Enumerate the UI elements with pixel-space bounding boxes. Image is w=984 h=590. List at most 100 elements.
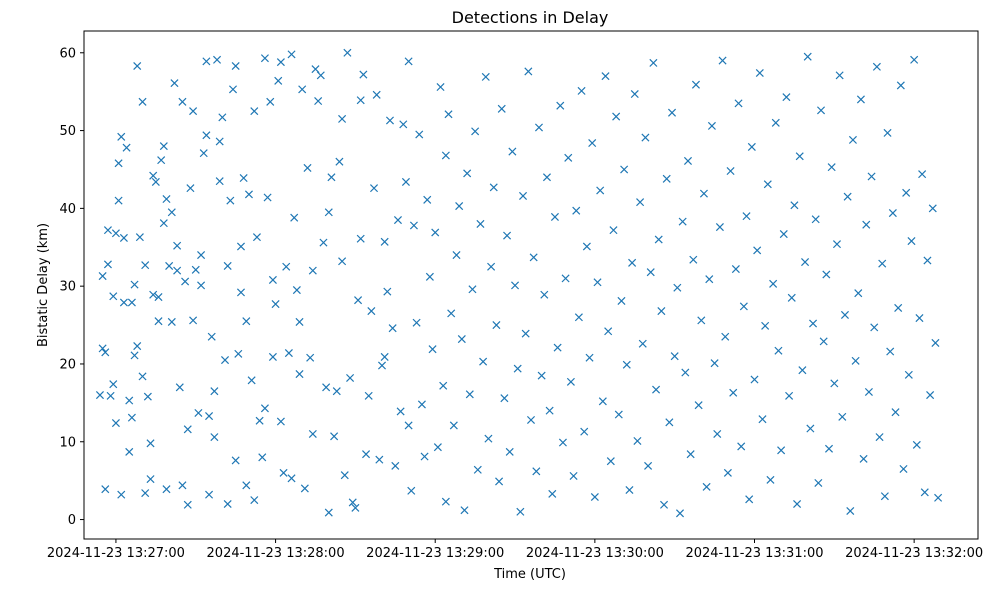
data-point [721,332,730,341]
data-point [476,219,485,228]
data-point [308,266,317,275]
data-point [103,260,112,269]
data-point [170,79,179,88]
data-point [388,324,397,333]
data-point [699,189,708,198]
data-point [268,275,277,284]
data-point [516,507,525,516]
data-point [910,55,919,64]
data-point [609,226,618,235]
data-point [920,488,929,497]
data-point [894,303,903,312]
data-point [343,48,352,57]
data-point [330,432,339,441]
data-point [130,351,139,360]
data-point [356,234,365,243]
data-point [681,368,690,377]
data-point [566,377,575,386]
data-point [284,349,293,358]
data-point [526,415,536,424]
data-point [213,55,222,64]
data-point [532,467,541,476]
data-point [862,220,871,229]
data-point [127,413,136,422]
data-point [926,391,935,400]
data-point [125,396,134,405]
data-point [143,392,152,401]
data-point [207,332,216,341]
data-point [369,184,379,193]
data-point [755,68,764,78]
data-point [101,485,110,494]
data-point [902,188,911,197]
data-point [601,72,610,81]
data-point [729,388,738,397]
data-point [95,391,104,400]
data-point [598,397,607,406]
data-point [364,391,373,400]
data-point [106,391,115,400]
data-point [793,499,802,509]
data-point [133,61,142,71]
data-point [891,408,900,417]
data-point [585,353,594,362]
data-point [218,113,227,122]
y-tick-label: 20 [59,357,76,372]
plot-frame [83,30,979,540]
data-point [236,288,246,297]
data-point [588,138,597,148]
data-point [686,450,695,459]
data-point [471,127,480,136]
data-point [582,242,591,251]
data-point [697,316,706,325]
data-point [194,408,203,417]
data-point [252,233,261,242]
data-point [351,503,360,512]
data-point [806,424,815,433]
data-point [473,465,482,474]
data-point [324,208,333,217]
data-point [646,268,655,277]
data-point [830,379,839,388]
data-point [790,201,799,210]
data-point [173,241,182,250]
data-point [338,257,347,266]
data-point [295,317,304,326]
data-point [612,112,621,121]
data-point [848,135,857,144]
data-point [843,192,852,201]
data-point [888,209,897,218]
data-point [665,418,674,427]
data-point [545,406,554,415]
data-point [231,61,240,71]
data-point [580,427,589,436]
data-point [122,143,131,152]
data-point [173,266,182,275]
data-point [165,261,174,270]
data-point [444,110,453,119]
data-point [463,169,472,178]
data-point [907,237,916,246]
data-point [276,58,285,67]
data-point [710,359,719,368]
data-point [130,280,139,289]
data-point [880,492,889,501]
data-point [856,95,865,104]
x-axis: 2024-11-23 13:27:00 2024-11-23 13:28:00 20… [47,539,983,561]
data-point [441,151,450,160]
data-point [271,300,280,309]
data-point [316,71,325,80]
data-point [654,235,663,244]
data-point [683,156,693,165]
data-point [114,159,123,168]
data-point [103,226,112,235]
data-point [417,400,426,409]
data-point [484,434,493,443]
data-point [689,255,698,264]
data-point [332,387,341,396]
data-point [260,404,269,413]
data-point [287,474,296,483]
data-point [657,307,666,316]
data-point [391,461,400,470]
data-point [824,444,834,453]
